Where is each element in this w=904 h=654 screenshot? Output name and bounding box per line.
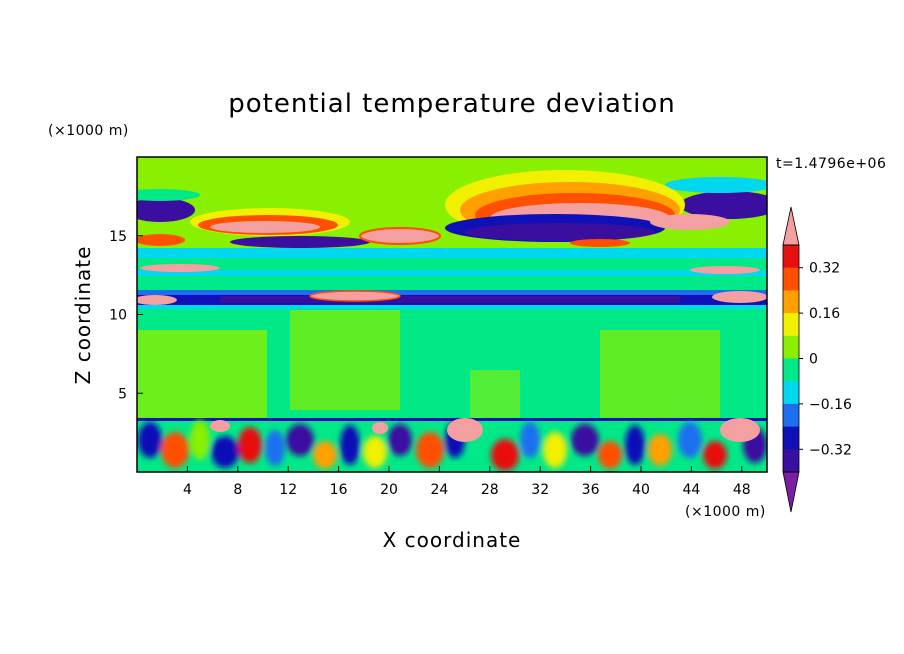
y-unit-label: (×1000 m) [48, 123, 129, 139]
chart-title: potential temperature deviation [228, 89, 675, 119]
colorbar-segment [783, 449, 799, 473]
colorbar-segment [783, 358, 799, 382]
colorbar-segment [783, 313, 799, 337]
colorbar-segment [783, 290, 799, 314]
x-axis-ticks: 4 8 12 16 20 24 28 32 36 40 44 48 [183, 466, 751, 498]
colorbar-segment [783, 335, 799, 359]
colorbar-max-arrow [782, 206, 800, 246]
x-tick-label: 28 [481, 482, 499, 498]
colorbar-segment [783, 381, 799, 405]
x-unit-label: (×1000 m) [685, 504, 766, 520]
x-tick-label: 24 [430, 482, 448, 498]
y-tick-label: 15 [109, 229, 127, 245]
time-label: t=1.4796e+06 [776, 156, 886, 172]
colorbar-tick-label: 0.16 [809, 306, 840, 322]
x-tick-label: 12 [279, 482, 297, 498]
colorbar-tick-label: 0.32 [809, 261, 840, 277]
x-tick-label: 36 [582, 482, 600, 498]
colorbar-segment [783, 267, 799, 291]
colorbar: 0.32 0.16 0 −0.16 −0.32 [782, 206, 852, 513]
colorbar-segment [783, 426, 799, 450]
x-tick-label: 48 [733, 482, 751, 498]
contour-field [137, 157, 767, 472]
colorbar-tick-label: 0 [809, 352, 818, 368]
x-tick-label: 8 [233, 482, 242, 498]
colorbar-tick-label: −0.16 [809, 397, 852, 413]
x-tick-label: 4 [183, 482, 192, 498]
colorbar-segment [783, 245, 799, 269]
x-tick-label: 20 [380, 482, 398, 498]
x-tick-label: 44 [682, 482, 700, 498]
y-axis-ticks: 5 10 15 [109, 229, 143, 402]
y-tick-label: 5 [118, 386, 127, 402]
x-tick-label: 40 [632, 482, 650, 498]
colorbar-min-arrow [782, 471, 800, 513]
y-tick-label: 10 [109, 308, 127, 324]
colorbar-tick-label: −0.32 [809, 442, 852, 458]
x-tick-label: 16 [330, 482, 348, 498]
x-axis-label: X coordinate [383, 528, 522, 552]
colorbar-segment [783, 403, 799, 428]
x-tick-label: 32 [531, 482, 549, 498]
y-axis-label: Z coordinate [71, 246, 95, 385]
